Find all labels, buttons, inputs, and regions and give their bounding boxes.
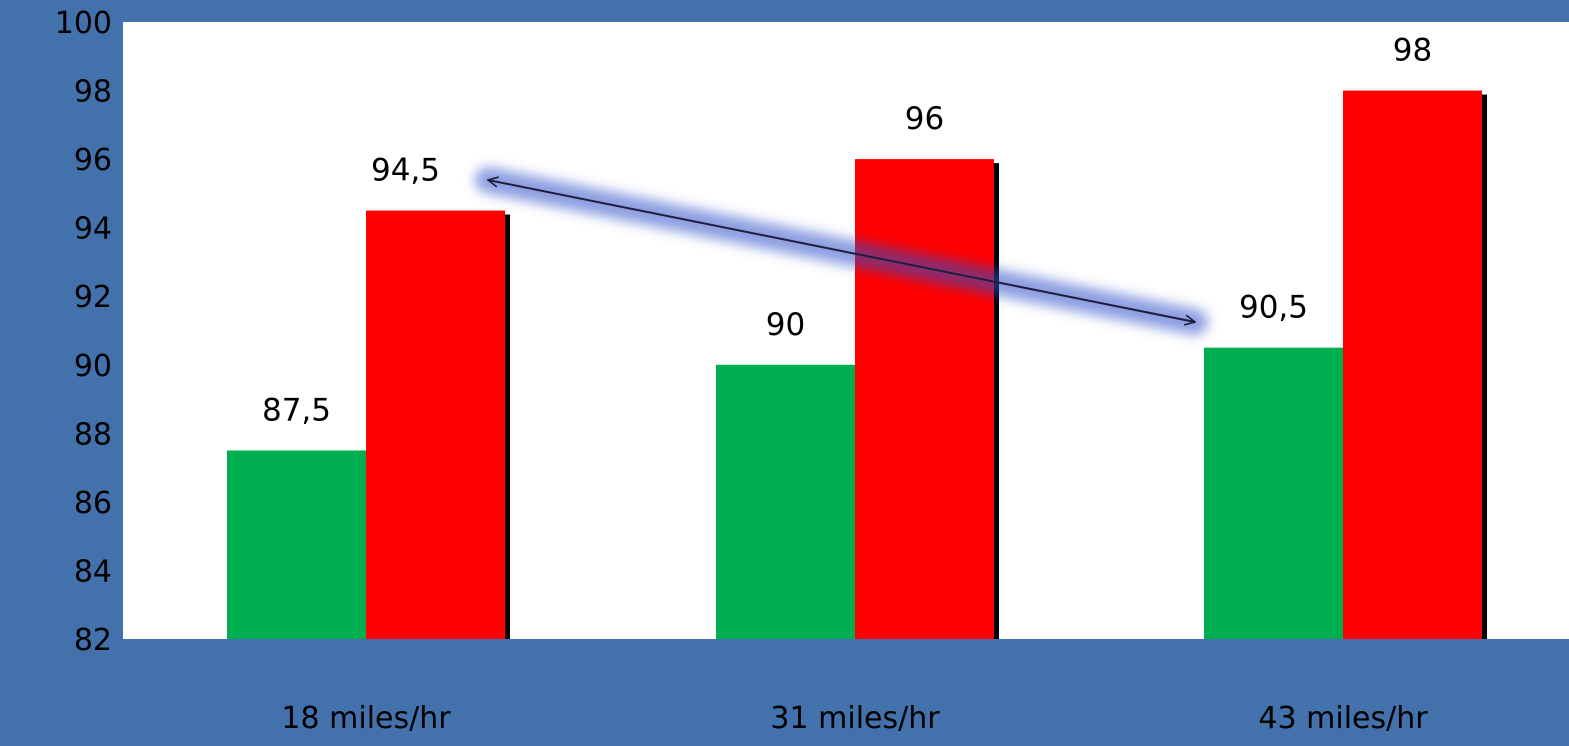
- bar-red: [366, 210, 505, 639]
- y-tick-label: 100: [55, 6, 112, 41]
- x-category-label: 18 miles/hr: [281, 701, 451, 736]
- double-arrow: [488, 180, 1195, 322]
- y-tick-label: 96: [74, 143, 112, 178]
- data-label: 96: [905, 101, 944, 137]
- y-tick-label: 82: [74, 623, 112, 658]
- bar-red: [1343, 90, 1482, 640]
- y-tick-label: 94: [74, 212, 112, 247]
- y-tick-label: 98: [74, 75, 112, 110]
- x-axis: 18 miles/hr 31 miles/hr 43 miles/hr: [281, 701, 1428, 736]
- y-axis: 82 84 86 88 90 92 94 96 98 100: [55, 6, 112, 658]
- data-label: 94,5: [371, 153, 440, 189]
- y-tick-label: 86: [74, 486, 112, 521]
- bar-red: [855, 159, 994, 639]
- bar-green: [1204, 347, 1343, 639]
- y-tick-label: 84: [74, 554, 112, 589]
- bar-green: [227, 450, 366, 639]
- bar-green: [716, 364, 855, 639]
- x-category-label: 43 miles/hr: [1258, 701, 1428, 736]
- data-labels: 87,5 90 90,5 94,5 96 98: [262, 33, 1432, 429]
- bar-series-group: [227, 90, 1487, 640]
- data-label: 90: [766, 307, 805, 343]
- y-tick-label: 88: [74, 417, 112, 452]
- data-label: 87,5: [262, 392, 331, 428]
- y-tick-label: 90: [74, 349, 112, 384]
- x-category-label: 31 miles/hr: [770, 701, 940, 736]
- y-tick-label: 92: [74, 280, 112, 315]
- data-label: 98: [1393, 33, 1432, 69]
- comparison-arrow: [475, 167, 1208, 335]
- data-label: 90,5: [1239, 290, 1308, 326]
